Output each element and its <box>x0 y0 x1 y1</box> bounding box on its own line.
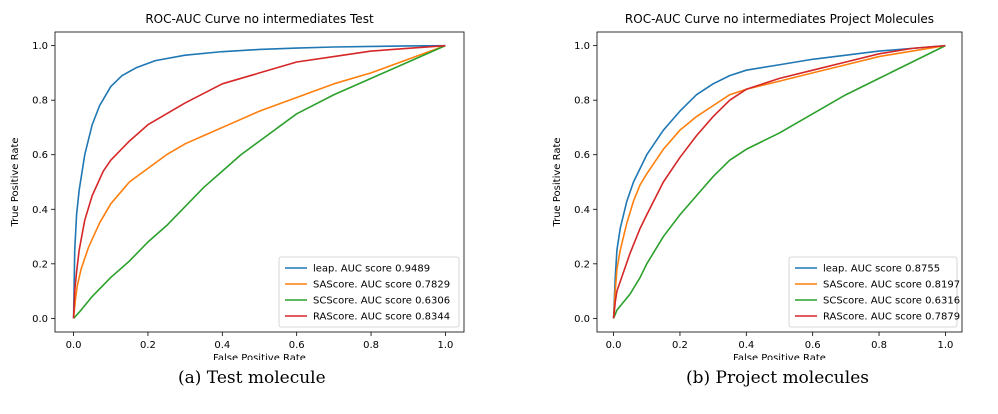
x-tick-label: 0.8 <box>363 340 379 351</box>
x-tick-label: 1.0 <box>937 340 953 351</box>
plot-frame <box>54 31 465 333</box>
x-tick-label: 0.2 <box>140 340 156 351</box>
legend-entry: SCScore. AUC score 0.6306 <box>313 296 450 307</box>
legend: leap. AUC score 0.8755 SAScore. AUC score… <box>788 256 960 328</box>
legend-box <box>278 256 460 328</box>
chart-title: ROC-AUC Curve no intermediates Project M… <box>625 12 934 26</box>
y-tick-label: 0.2 <box>32 259 48 270</box>
series-line-3 <box>612 44 946 319</box>
series-line-1 <box>612 44 946 319</box>
series-line-3 <box>72 44 446 319</box>
legend-entry: RAScore. AUC score 0.8344 <box>313 312 450 323</box>
series-line-2 <box>72 44 446 319</box>
caption-project-molecules: (b) Project molecules <box>686 368 869 388</box>
x-axis-label: False Positive Rate <box>733 353 826 360</box>
y-tick-label: 0.0 <box>574 314 590 325</box>
x-tick-label: 0.6 <box>805 340 821 351</box>
series-line-4 <box>72 44 446 319</box>
y-tick-label: 0.8 <box>32 96 48 107</box>
roc-chart-test: ROC-AUC Curve no intermediates Test 0.0 0.… <box>10 12 465 360</box>
series-line-4 <box>612 44 946 319</box>
y-tick-label: 0.0 <box>32 314 48 325</box>
y-tick-label: 0.8 <box>574 96 590 107</box>
y-axis-label: True Positive Rate <box>10 137 21 227</box>
series-line-1 <box>72 44 446 319</box>
x-tick-label: 1.0 <box>437 340 453 351</box>
legend-entry: RAScore. AUC score 0.7879 <box>823 312 960 323</box>
series-line-2 <box>612 44 946 319</box>
caption-test-molecule: (a) Test molecule <box>178 368 326 388</box>
legend-entry: leap. AUC score 0.8755 <box>823 264 940 275</box>
y-tick-label: 0.4 <box>32 205 48 216</box>
x-tick-label: 0.2 <box>672 340 688 351</box>
chart-panel-project: ROC-AUC Curve no intermediates Project M… <box>540 0 998 414</box>
x-tick-label: 0.6 <box>289 340 305 351</box>
y-axis-label: True Positive Rate <box>552 137 563 227</box>
x-axis-label: False Positive Rate <box>213 353 306 360</box>
y-tick-label: 0.6 <box>574 150 590 161</box>
y-tick-label: 0.4 <box>574 205 590 216</box>
x-tick-label: 0.0 <box>66 340 82 351</box>
y-tick-label: 1.0 <box>32 41 48 52</box>
x-tick-label: 0.0 <box>606 340 622 351</box>
x-tick-label: 0.8 <box>871 340 887 351</box>
legend-entry: SCScore. AUC score 0.6316 <box>823 296 960 307</box>
y-tick-label: 0.6 <box>32 150 48 161</box>
y-tick-label: 0.2 <box>574 259 590 270</box>
legend-entry: SAScore. AUC score 0.8197 <box>823 280 960 291</box>
roc-chart-project: ROC-AUC Curve no intermediates Project M… <box>552 12 963 360</box>
legend-entry: leap. AUC score 0.9489 <box>313 264 430 275</box>
chart-title: ROC-AUC Curve no intermediates Test <box>145 12 374 26</box>
x-tick-label: 0.4 <box>738 340 754 351</box>
legend: leap. AUC score 0.9489 SAScore. AUC score… <box>278 256 460 328</box>
legend-box <box>788 256 958 328</box>
x-tick-label: 0.4 <box>214 340 230 351</box>
legend-entry: SAScore. AUC score 0.7829 <box>313 280 450 291</box>
chart-panel-test: ROC-AUC Curve no intermediates Test 0.0 0.… <box>0 0 490 414</box>
plot-frame <box>596 31 963 333</box>
y-tick-label: 1.0 <box>574 41 590 52</box>
